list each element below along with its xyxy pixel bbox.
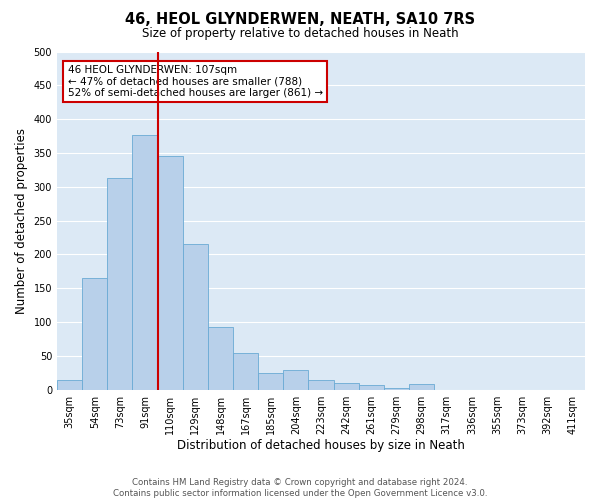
Bar (258, 373, 283, 390)
Bar (359, 385, 384, 390)
Bar (107, 178, 133, 390)
Bar (308, 380, 334, 390)
Bar (233, 352, 258, 390)
Bar (57, 380, 82, 390)
Bar (82, 278, 107, 390)
Bar (183, 244, 208, 390)
Text: 46 HEOL GLYNDERWEN: 107sqm
← 47% of detached houses are smaller (788)
52% of sem: 46 HEOL GLYNDERWEN: 107sqm ← 47% of deta… (68, 65, 323, 98)
Bar (133, 134, 158, 390)
Bar (283, 370, 308, 390)
X-axis label: Distribution of detached houses by size in Neath: Distribution of detached houses by size … (177, 440, 465, 452)
Bar (158, 156, 183, 390)
Bar (334, 383, 359, 390)
Text: Size of property relative to detached houses in Neath: Size of property relative to detached ho… (142, 28, 458, 40)
Bar (208, 327, 233, 390)
Bar (409, 384, 434, 390)
Y-axis label: Number of detached properties: Number of detached properties (15, 128, 28, 314)
Text: 46, HEOL GLYNDERWEN, NEATH, SA10 7RS: 46, HEOL GLYNDERWEN, NEATH, SA10 7RS (125, 12, 475, 28)
Bar (384, 388, 409, 390)
Text: Contains HM Land Registry data © Crown copyright and database right 2024.
Contai: Contains HM Land Registry data © Crown c… (113, 478, 487, 498)
